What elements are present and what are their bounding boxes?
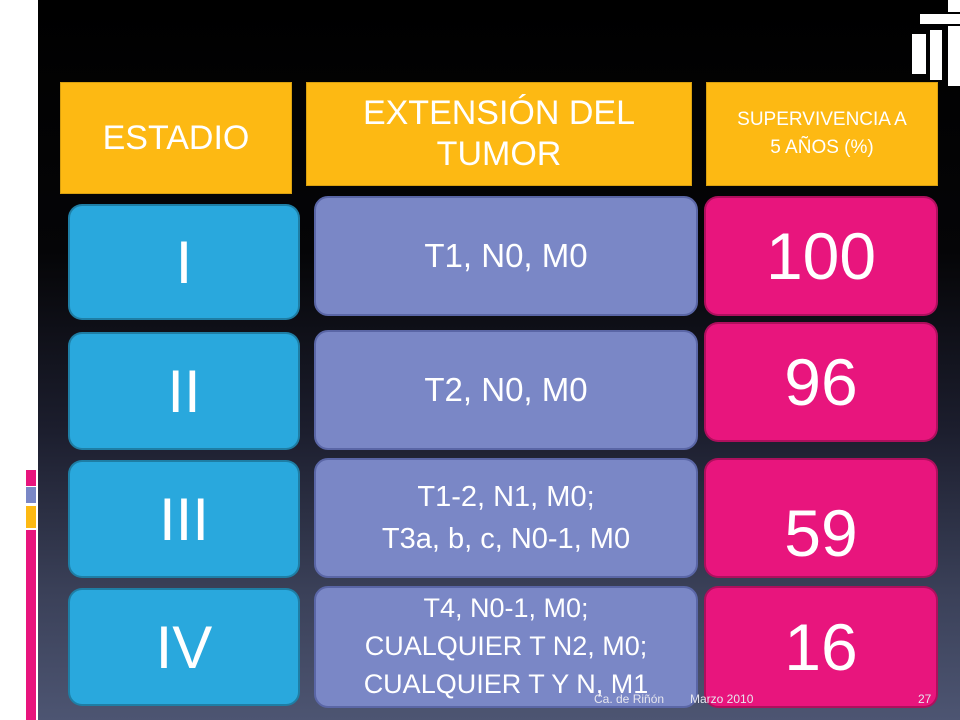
stage-cell: I xyxy=(68,204,300,320)
stage-label: IV xyxy=(155,613,213,681)
header-survival-line2: 5 AÑOS (%) xyxy=(770,137,874,158)
survival-value: 100 xyxy=(765,219,877,293)
stage-label: III xyxy=(158,485,209,553)
header-extent: EXTENSIÓN DEL TUMOR xyxy=(306,82,692,186)
extent-text: T1-2, N1, M0; xyxy=(417,480,595,513)
header-extent-line2: TUMOR xyxy=(436,135,562,173)
side-mark xyxy=(26,470,36,486)
survival-cell: 96 xyxy=(704,322,938,442)
survival-cell: 59 xyxy=(704,458,938,578)
survival-value: 59 xyxy=(784,496,858,570)
side-mark xyxy=(26,506,36,528)
extent-text: CUALQUIER T N2, M0; xyxy=(364,631,648,662)
corner-decoration xyxy=(930,30,942,80)
stage-cell: III xyxy=(68,460,300,578)
footer-date: Marzo 2010 xyxy=(690,692,754,706)
header-survival-line1: SUPERVIVENCIA A xyxy=(737,108,907,130)
stage-cell: II xyxy=(68,332,300,450)
corner-decoration xyxy=(948,0,960,12)
survival-cell: 16 xyxy=(704,586,938,708)
extent-cell: T2, N0, M0 xyxy=(314,330,698,450)
extent-text: CUALQUIER T Y N, M1 xyxy=(363,668,649,699)
stage-cell: IV xyxy=(68,588,300,706)
page-number: 27 xyxy=(918,692,932,706)
extent-cell: T1-2, N1, M0; T3a, b, c, N0-1, M0 xyxy=(314,458,698,578)
side-mark xyxy=(26,530,36,720)
corner-decoration xyxy=(920,14,960,24)
survival-value: 16 xyxy=(784,610,858,684)
stage-label: II xyxy=(167,357,201,425)
header-survival: SUPERVIVENCIA A 5 AÑOS (%) xyxy=(706,82,938,186)
header-stage: ESTADIO xyxy=(60,82,292,194)
extent-cell: T4, N0-1, M0; CUALQUIER T N2, M0; CUALQU… xyxy=(314,586,698,708)
stage-label: I xyxy=(175,228,193,296)
extent-cell: T1, N0, M0 xyxy=(314,196,698,316)
footer-source: Ca. de Riñón xyxy=(594,692,665,706)
corner-decoration xyxy=(912,34,926,74)
survival-cell: 100 xyxy=(704,196,938,316)
extent-text: T4, N0-1, M0; xyxy=(423,593,589,624)
extent-text: T3a, b, c, N0-1, M0 xyxy=(381,523,631,555)
extent-text: T1, N0, M0 xyxy=(424,237,588,275)
side-mark xyxy=(26,487,36,503)
survival-value: 96 xyxy=(784,345,858,419)
corner-decoration xyxy=(948,26,960,86)
header-extent-line1: EXTENSIÓN DEL xyxy=(362,94,636,133)
header-stage-label: ESTADIO xyxy=(102,118,250,157)
extent-text: T2, N0, M0 xyxy=(424,371,588,409)
